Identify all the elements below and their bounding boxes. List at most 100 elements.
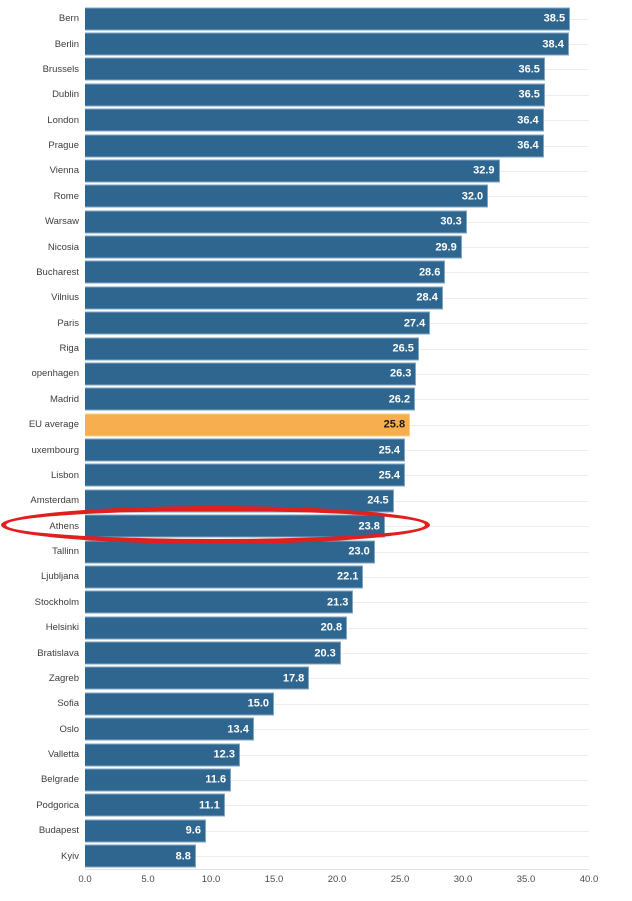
chart-row: Bucharest 28.6 xyxy=(0,260,632,285)
bar-track: 24.5 xyxy=(85,488,589,513)
bar-track: 38.4 xyxy=(85,31,589,56)
gridline xyxy=(85,830,589,832)
value-label: 38.5 xyxy=(543,12,566,25)
bar-track: 9.6 xyxy=(85,818,589,843)
bar-track: 13.4 xyxy=(85,717,589,742)
value-label: 28.6 xyxy=(418,266,441,279)
value-label: 36.5 xyxy=(518,88,540,101)
x-tick-label: 25.0 xyxy=(390,874,410,885)
value-label: 11.6 xyxy=(205,773,227,786)
bar: 13.4 xyxy=(85,717,254,741)
bar-track: 32.9 xyxy=(85,158,589,183)
chart-row: Dublin 36.5 xyxy=(0,82,632,107)
category-label: Amsterdam xyxy=(30,495,79,507)
chart-row: EU average 25.8 xyxy=(0,412,632,437)
chart-row: Prague 36.4 xyxy=(0,133,632,158)
chart-row: Berlin 38.4 xyxy=(0,31,632,56)
x-axis-line xyxy=(85,869,589,870)
gridline xyxy=(85,856,589,858)
bar-track: 36.5 xyxy=(85,82,589,107)
bar: 22.1 xyxy=(85,565,364,589)
bar-track: 26.5 xyxy=(85,336,589,361)
category-label: Podgorica xyxy=(36,799,79,811)
chart-row: London 36.4 xyxy=(0,108,632,133)
value-label: 23.0 xyxy=(348,545,370,558)
bar-track: 8.8 xyxy=(85,843,589,868)
value-label: 25.4 xyxy=(378,469,401,482)
value-label: 36.4 xyxy=(517,114,539,127)
value-label: 26.5 xyxy=(392,342,414,355)
category-label: uxembourg xyxy=(31,444,79,456)
value-label: 28.4 xyxy=(416,291,438,304)
category-label: Nicosia xyxy=(47,241,79,253)
category-label: Stockholm xyxy=(34,596,79,608)
value-label: 9.6 xyxy=(185,824,201,837)
bar-track: 11.1 xyxy=(85,793,589,818)
bar-eu-average-highlight: 25.8 xyxy=(85,413,411,437)
value-label: 29.9 xyxy=(435,241,457,254)
category-label: Madrid xyxy=(49,393,79,405)
x-tick-label: 5.0 xyxy=(141,874,155,885)
x-tick-label: 10.0 xyxy=(201,874,221,885)
value-label: 17.8 xyxy=(282,672,305,685)
chart-row: Bratislava 20.3 xyxy=(0,640,632,665)
x-axis: 0.0 5.0 10.0 15.0 20.0 25.0 30.0 35.0 40.0 xyxy=(0,869,632,899)
value-label: 25.8 xyxy=(383,418,406,431)
value-label: 13.4 xyxy=(227,723,249,736)
value-label: 26.3 xyxy=(389,367,412,380)
bar: 20.8 xyxy=(85,616,348,640)
bar-track: 15.0 xyxy=(85,691,589,716)
chart-row: Stockholm 21.3 xyxy=(0,590,632,615)
category-label: openhagen xyxy=(31,368,79,380)
bar: 36.4 xyxy=(85,108,544,132)
bar: 28.4 xyxy=(85,286,443,310)
bar: 12.3 xyxy=(85,743,240,767)
category-label: Valletta xyxy=(48,749,79,761)
value-label: 32.0 xyxy=(461,190,484,203)
chart-row: Vienna 32.9 xyxy=(0,158,632,183)
value-label: 11.1 xyxy=(199,799,220,812)
bar-track: 30.3 xyxy=(85,209,589,234)
bar-track: 27.4 xyxy=(85,311,589,336)
category-label: Zagreb xyxy=(48,672,79,684)
chart-row: Vilnius 28.4 xyxy=(0,285,632,310)
value-label: 24.5 xyxy=(367,494,389,507)
value-label: 8.8 xyxy=(175,850,191,863)
category-label: Bucharest xyxy=(36,266,79,278)
x-tick-label: 35.0 xyxy=(516,874,536,885)
bar-track: 21.3 xyxy=(85,590,589,615)
chart-rows: Bern 38.5 Berlin 38.4 Brussels 36.5 Dubl… xyxy=(0,6,632,869)
bar: 24.5 xyxy=(85,489,394,513)
category-label: Bratislava xyxy=(37,647,79,659)
bar: 11.1 xyxy=(85,793,225,817)
gridline xyxy=(85,703,589,705)
category-label: London xyxy=(47,114,79,126)
bar-track: 36.4 xyxy=(85,108,589,133)
bar: 30.3 xyxy=(85,210,467,234)
bar: 15.0 xyxy=(85,692,274,716)
bar-track: 26.3 xyxy=(85,361,589,386)
chart-row: uxembourg 25.4 xyxy=(0,437,632,462)
chart-row: Lisbon 25.4 xyxy=(0,463,632,488)
category-label: Brussels xyxy=(42,63,79,75)
category-label: Vienna xyxy=(49,165,79,177)
chart-row: Rome 32.0 xyxy=(0,184,632,209)
x-tick-label: 20.0 xyxy=(327,874,347,885)
bar: 27.4 xyxy=(85,311,431,335)
value-label: 38.4 xyxy=(542,38,564,51)
chart-row: Podgorica 11.1 xyxy=(0,793,632,818)
value-label: 20.3 xyxy=(314,647,336,660)
bar: 9.6 xyxy=(85,819,206,843)
category-label: Kyiv xyxy=(61,850,79,862)
chart-row: Madrid 26.2 xyxy=(0,387,632,412)
chart-row: Paris 27.4 xyxy=(0,311,632,336)
bar-track: 23.8 xyxy=(85,514,589,539)
bar-track: 25.4 xyxy=(85,437,589,462)
category-label: Rome xyxy=(53,190,79,202)
chart-row: Sofia 15.0 xyxy=(0,691,632,716)
category-label: EU average xyxy=(28,419,79,431)
bar: 20.3 xyxy=(85,641,341,665)
bar-track: 25.4 xyxy=(85,463,589,488)
chart-row: Warsaw 30.3 xyxy=(0,209,632,234)
chart-row: openhagen 26.3 xyxy=(0,361,632,386)
